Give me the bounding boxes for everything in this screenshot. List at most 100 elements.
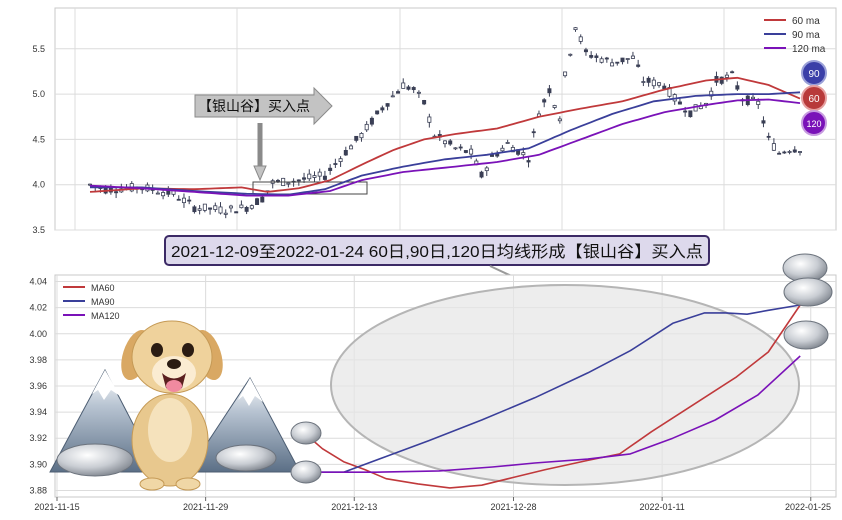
candle-body	[155, 192, 160, 195]
x-tick-label: 2021-11-29	[183, 502, 228, 512]
bottom-ma-lines	[311, 304, 801, 489]
candle-body	[563, 71, 568, 77]
candle-body	[359, 133, 364, 139]
candle-body	[88, 183, 93, 186]
title-banner: 2021-12-09至2022-01-24 60日,90日,120日均线形成【银…	[164, 235, 710, 266]
candle-body	[547, 88, 552, 94]
y-tick-label: 3.98	[29, 355, 47, 365]
silver-ingots-illustration	[56, 443, 277, 477]
y-tick-label: 5.5	[32, 44, 45, 54]
candle-body	[197, 208, 202, 211]
dog-chest	[148, 398, 192, 462]
candle-body	[599, 58, 604, 63]
candle-body	[573, 27, 578, 31]
candle-body	[651, 79, 656, 87]
candle-body	[589, 55, 594, 58]
candle-body	[302, 177, 307, 180]
candle-body	[782, 151, 787, 154]
candle-body	[630, 55, 635, 59]
candle-body	[228, 205, 233, 209]
candle-body	[286, 182, 291, 185]
candle-body	[662, 85, 667, 90]
dog-eye-left	[151, 343, 163, 357]
candle-body	[505, 142, 510, 144]
series-line-ma90	[311, 304, 801, 473]
candle-body	[792, 149, 797, 153]
bottom-panel: 3.88 3.90 3.92 3.94 3.96 3.98 4.00 4.02 4.04 202…	[29, 274, 837, 512]
mountain-right-snow	[238, 378, 263, 406]
candle-body	[724, 74, 729, 78]
candle-body	[620, 57, 625, 63]
candle-body	[380, 107, 385, 111]
candle-body	[683, 110, 688, 113]
candle-body	[322, 175, 327, 180]
candle-body	[218, 206, 223, 214]
candle-body	[442, 140, 447, 145]
candle-body	[636, 64, 641, 67]
top-legend: 60 ma 90 ma 120 ma	[764, 16, 826, 55]
candle-body	[208, 207, 213, 210]
bottom-x-tick-labels: 2021-11-15 2021-11-29 2021-12-13 2021-12-28…	[34, 497, 831, 512]
legend-label-MA60: MA60	[91, 283, 115, 293]
candle-body	[406, 86, 411, 90]
dog-tongue	[166, 380, 182, 392]
badge-120	[801, 110, 827, 136]
candle-body	[390, 95, 395, 98]
y-tick-label: 3.5	[32, 225, 45, 235]
candle-body	[531, 131, 536, 134]
top-panel: 3.5 4.0 4.5 5.0 5.5 60 ma 90 ma 120 ma 90 60…	[32, 7, 837, 235]
candle-body	[526, 160, 531, 163]
silver-ingot-stack-icons	[290, 253, 833, 484]
candle-body	[114, 191, 119, 194]
candle-body	[568, 53, 573, 56]
candle-body	[469, 148, 474, 155]
candle-body	[777, 152, 782, 155]
y-tick-label: 4.04	[29, 277, 47, 287]
x-tick-label: 2021-12-13	[331, 502, 377, 512]
candle-body	[604, 57, 609, 60]
top-moving-averages	[89, 76, 801, 197]
ma90-line	[90, 91, 801, 196]
candle-body	[427, 116, 432, 123]
candle-body	[756, 100, 761, 105]
candle-body	[751, 96, 756, 100]
candle-body	[578, 36, 583, 42]
candle-body	[500, 147, 505, 152]
candle-body	[422, 100, 427, 105]
candle-body	[354, 135, 359, 141]
candle-body	[244, 207, 249, 212]
candle-body	[385, 103, 390, 107]
dog-paw-right	[175, 477, 201, 491]
candle-body	[260, 196, 265, 203]
candle-body	[766, 135, 771, 138]
candle-body	[646, 77, 651, 83]
candle-body	[255, 198, 260, 205]
candle-body	[312, 175, 317, 178]
candle-body	[364, 123, 369, 131]
badge-90-label: 90	[808, 69, 820, 80]
y-tick-label: 3.90	[29, 459, 47, 469]
silver-ingot-icon	[783, 277, 833, 307]
y-tick-label: 3.94	[29, 407, 47, 417]
candle-body	[458, 146, 463, 149]
candle-body	[552, 105, 557, 108]
candle-body	[615, 61, 620, 64]
legend-label-ma90: 90 ma	[792, 30, 820, 41]
candle-body	[542, 99, 547, 103]
candle-body	[234, 211, 239, 214]
candle-body	[181, 197, 186, 204]
x-tick-label: 2022-01-25	[785, 502, 831, 512]
candle-body	[657, 82, 662, 86]
annotation-arrow-box	[194, 86, 333, 126]
top-plot-background	[54, 7, 837, 231]
candle-body	[594, 55, 599, 58]
series-line-ma120	[311, 355, 801, 473]
badge-60-label: 60	[808, 94, 820, 105]
candle-body	[161, 192, 166, 197]
candle-body	[448, 140, 453, 145]
candle-body	[401, 82, 406, 89]
candle-body	[688, 110, 693, 118]
candle-body	[411, 87, 416, 91]
highlight-ellipse	[330, 284, 800, 486]
